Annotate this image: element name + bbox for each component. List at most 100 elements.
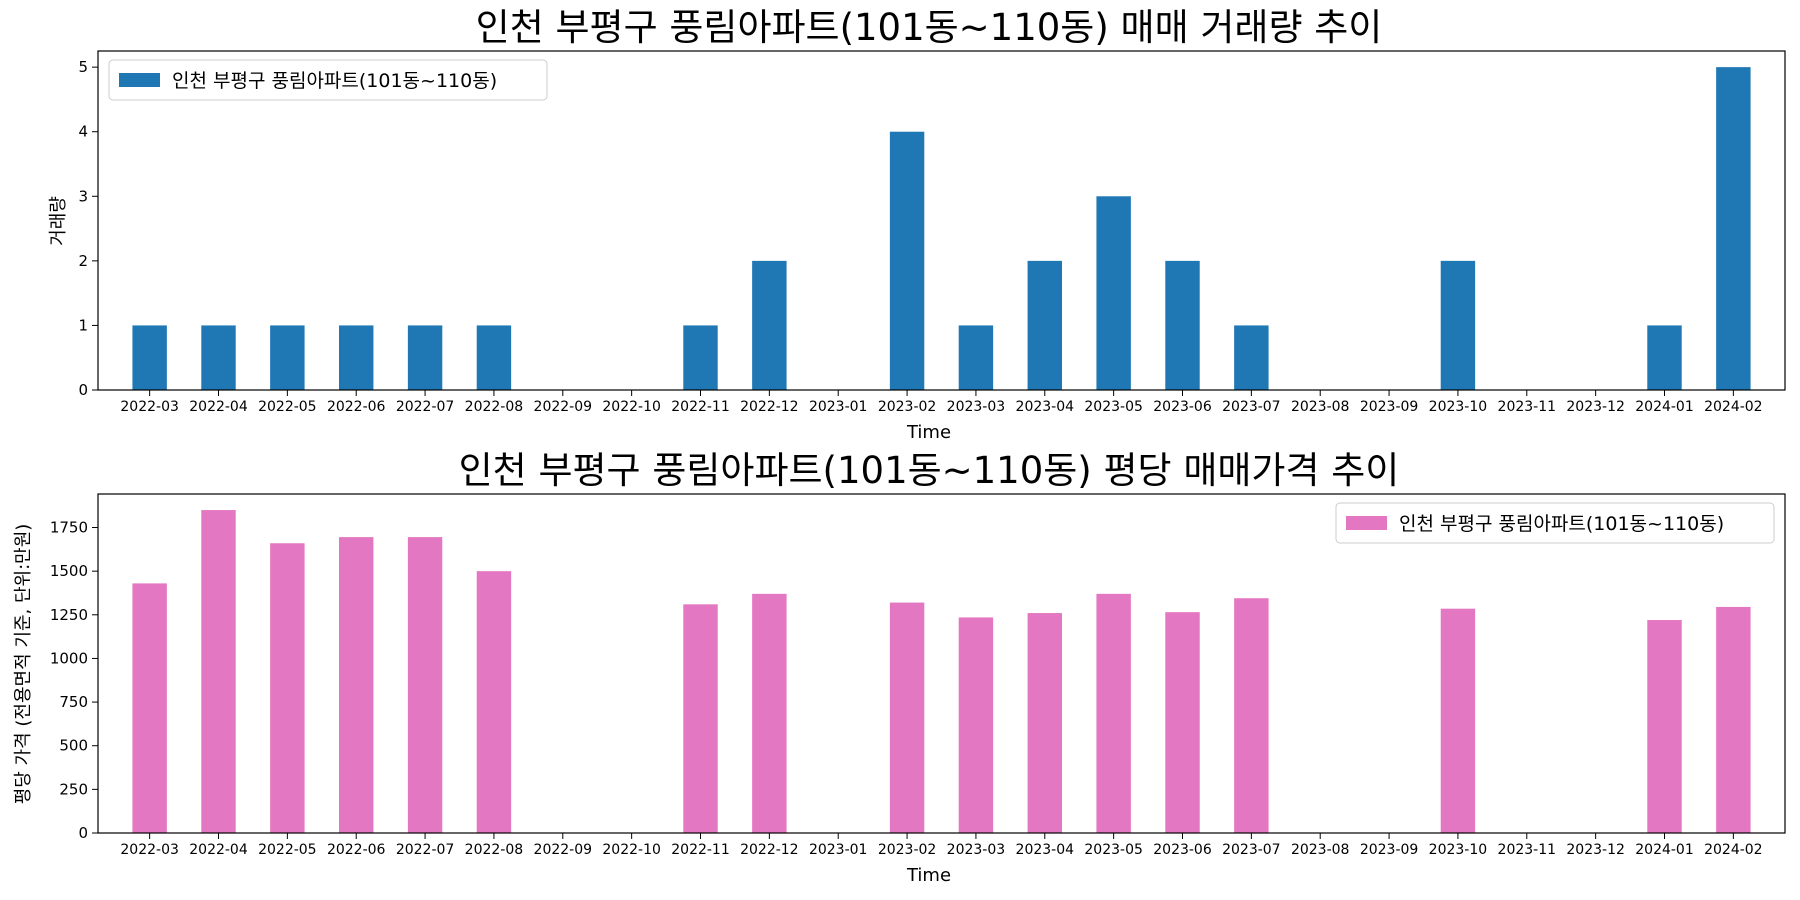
y-tick-label: 0: [78, 381, 88, 399]
x-tick-label: 2023-11: [1498, 842, 1557, 858]
bar-2023-04: [1027, 613, 1062, 833]
y-tick-label: 1000: [50, 649, 88, 667]
bar-2023-10: [1440, 260, 1476, 390]
legend: 인천 부평구 풍림아파트(101동~110동): [108, 59, 548, 101]
x-tick-label: 2023-09: [1360, 399, 1419, 415]
x-tick-label: 2023-12: [1566, 399, 1625, 415]
x-tick-label: 2023-05: [1084, 399, 1143, 415]
legend-swatch: [119, 73, 160, 87]
bar-2023-04: [1027, 260, 1062, 390]
bar-2024-02: [1716, 606, 1751, 833]
x-tick-label: 2023-03: [947, 399, 1006, 415]
y-tick-label: 1750: [50, 519, 88, 537]
bar-2023-06: [1165, 260, 1200, 390]
x-tick-label: 2022-06: [327, 399, 386, 415]
x-tick-label: 2022-11: [671, 842, 730, 858]
x-tick-label: 2023-04: [1016, 399, 1075, 415]
y-tick-label: 4: [78, 123, 88, 141]
price-chart-ylabel: 평당 가격 (전용면적 기준, 단위:만원): [13, 524, 34, 805]
x-tick-label: 2023-08: [1291, 399, 1350, 415]
bar-2022-07: [407, 537, 443, 833]
x-tick-label: 2023-10: [1429, 842, 1488, 858]
bar-2022-05: [270, 543, 305, 833]
legend-label: 인천 부평구 풍림아파트(101동~110동): [1399, 513, 1724, 535]
bar-2023-02: [889, 131, 925, 390]
x-tick-label: 2022-08: [465, 842, 524, 858]
bar-2022-06: [339, 325, 374, 390]
bar-2023-05: [1096, 593, 1131, 833]
y-tick-label: 5: [78, 58, 88, 76]
bar-2022-11: [683, 604, 718, 833]
x-tick-label: 2023-12: [1566, 842, 1625, 858]
bar-2023-05: [1096, 196, 1131, 390]
legend-box: [108, 59, 548, 101]
x-tick-label: 2024-02: [1704, 399, 1763, 415]
y-tick-label: 3: [78, 187, 88, 205]
x-tick-label: 2022-11: [671, 399, 730, 415]
x-tick-label: 2022-06: [327, 842, 386, 858]
bar-2023-07: [1234, 325, 1269, 390]
x-tick-label: 2023-03: [947, 842, 1006, 858]
bar-2022-05: [270, 325, 305, 390]
legend: 인천 부평구 풍림아파트(101동~110동): [1335, 502, 1775, 544]
y-tick-label: 500: [59, 737, 88, 755]
x-tick-label: 2022-07: [396, 399, 455, 415]
volume-chart-xlabel: Time: [906, 422, 951, 443]
x-tick-label: 2022-09: [534, 842, 593, 858]
volume-chart-ylabel: 거래량: [48, 196, 69, 246]
bar-2022-12: [752, 260, 787, 390]
bar-2022-03: [132, 325, 167, 390]
y-tick-label: 0: [78, 824, 88, 842]
y-tick-label: 2: [78, 252, 88, 270]
bar-2023-02: [889, 602, 925, 833]
bar-2023-03: [958, 617, 994, 833]
x-tick-label: 2023-05: [1084, 842, 1143, 858]
price-chart-xlabel: Time: [906, 865, 951, 886]
bar-2024-01: [1647, 325, 1682, 390]
x-tick-label: 2022-12: [740, 399, 799, 415]
bar-2022-07: [407, 325, 443, 390]
bar-2022-08: [476, 571, 512, 833]
price-chart-title: 인천 부평구 풍림아파트(101동~110동) 평당 매매가격 추이: [459, 449, 1400, 492]
price-chart-marks: 0 250 500 750 1000 1250 1500 1750 2022-03 2022-04…: [50, 493, 1786, 858]
x-tick-label: 2022-08: [465, 399, 524, 415]
legend-box: [1335, 502, 1775, 544]
y-tick-label: 1: [78, 316, 88, 334]
x-tick-label: 2023-02: [878, 842, 937, 858]
bar-2023-10: [1440, 608, 1476, 833]
bar-2023-06: [1165, 612, 1200, 833]
x-tick-label: 2022-12: [740, 842, 799, 858]
x-tick-label: 2023-10: [1429, 399, 1488, 415]
plot-frame: [97, 493, 1786, 834]
x-tick-label: 2023-02: [878, 399, 937, 415]
x-tick-label: 2024-01: [1635, 399, 1694, 415]
x-tick-label: 2022-10: [602, 399, 661, 415]
x-tick-label: 2024-01: [1635, 842, 1694, 858]
x-tick-label: 2023-07: [1222, 399, 1281, 415]
volume-chart: 인천 부평구 풍림아파트(101동~110동) 매매 거래량 추이 Time 거…: [48, 6, 1786, 443]
x-tick-label: 2022-07: [396, 842, 455, 858]
bar-2024-02: [1716, 67, 1751, 391]
x-tick-label: 2023-01: [809, 399, 868, 415]
legend-label: 인천 부평구 풍림아파트(101동~110동): [172, 70, 497, 92]
x-tick-label: 2024-02: [1704, 842, 1763, 858]
x-tick-label: 2022-04: [189, 842, 248, 858]
x-tick-label: 2022-03: [120, 842, 179, 858]
price-chart: 인천 부평구 풍림아파트(101동~110동) 평당 매매가격 추이 Time …: [13, 449, 1786, 886]
bar-2023-07: [1234, 598, 1269, 833]
y-tick-label: 1250: [50, 606, 88, 624]
bar-2022-11: [683, 325, 718, 390]
volume-chart-marks: 0 1 2 3 4 5 2022-03 2022-04 2022-05 2022-06 2022-0…: [78, 50, 1786, 415]
bar-2022-03: [132, 583, 167, 833]
legend-swatch: [1346, 516, 1387, 530]
x-tick-label: 2023-07: [1222, 842, 1281, 858]
x-tick-label: 2023-06: [1153, 399, 1212, 415]
plot-frame: [97, 50, 1786, 391]
y-tick-label: 1500: [50, 562, 88, 580]
bar-2022-04: [201, 510, 236, 833]
x-tick-label: 2022-04: [189, 399, 248, 415]
y-tick-label: 750: [59, 693, 88, 711]
x-tick-label: 2022-09: [534, 399, 593, 415]
bar-2022-06: [339, 537, 374, 833]
